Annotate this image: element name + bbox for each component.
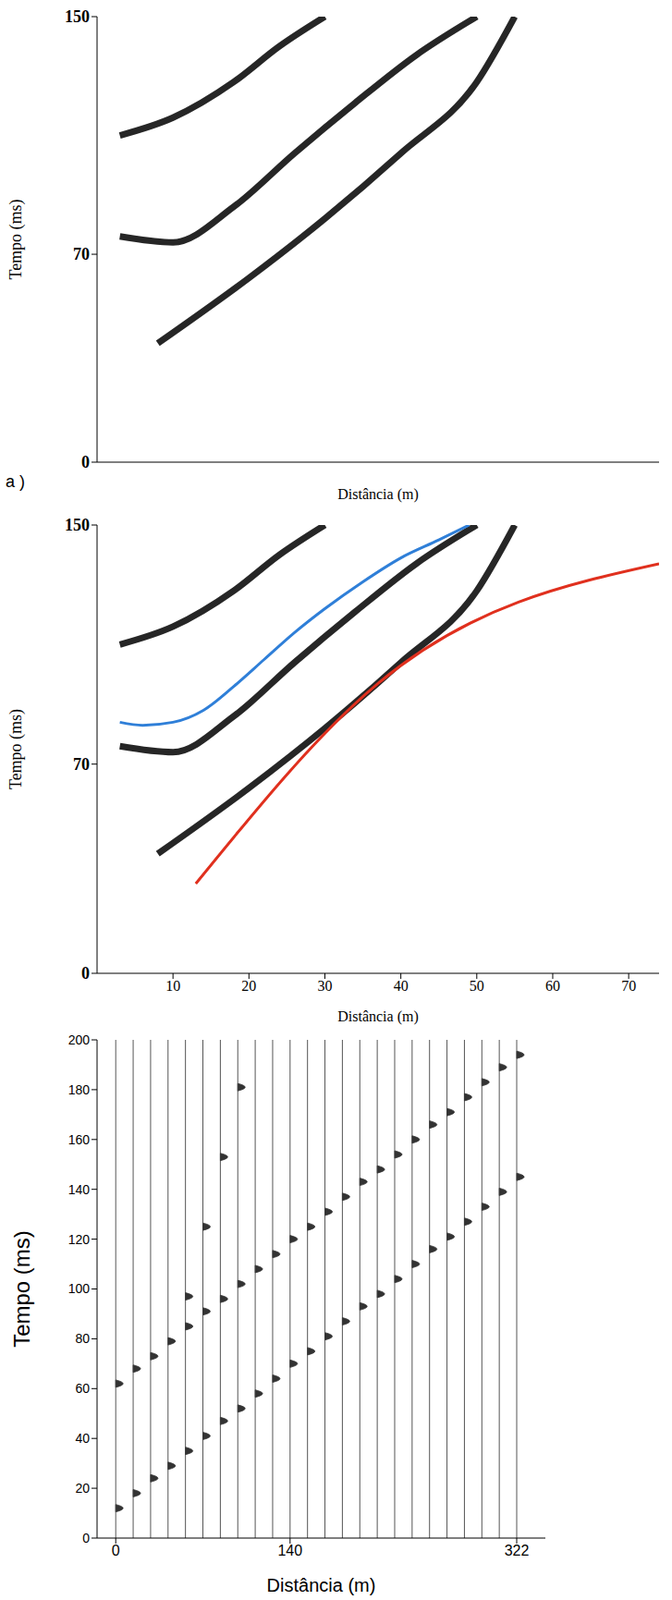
svg-text:60: 60 <box>545 977 561 994</box>
svg-text:0: 0 <box>81 452 90 472</box>
svg-text:70: 70 <box>621 977 636 994</box>
svg-text:Distância (m): Distância (m) <box>337 486 419 503</box>
svg-text:180: 180 <box>68 1082 91 1098</box>
svg-text:20: 20 <box>241 977 257 994</box>
svg-text:100: 100 <box>68 1281 91 1296</box>
svg-text:40: 40 <box>393 977 409 994</box>
svg-text:40: 40 <box>74 1430 90 1446</box>
svg-text:Tempo (ms): Tempo (ms) <box>6 708 26 790</box>
svg-text:140: 140 <box>277 1542 303 1559</box>
svg-text:70: 70 <box>73 244 90 264</box>
svg-text:Tempo (ms): Tempo (ms) <box>9 1230 35 1348</box>
svg-text:150: 150 <box>64 515 90 535</box>
svg-text:30: 30 <box>317 977 332 994</box>
svg-text:80: 80 <box>74 1331 90 1346</box>
svg-text:50: 50 <box>469 977 485 994</box>
svg-text:Tempo (ms): Tempo (ms) <box>6 198 26 280</box>
svg-text:120: 120 <box>68 1232 91 1247</box>
svg-text:322: 322 <box>504 1542 530 1559</box>
html-text:a ): a ) <box>5 472 25 491</box>
svg-text:Distância (m): Distância (m) <box>337 1008 419 1026</box>
svg-text:0: 0 <box>81 964 90 983</box>
svg-text:140: 140 <box>68 1182 91 1198</box>
svg-text:60: 60 <box>74 1380 90 1396</box>
svg-text:0: 0 <box>111 1542 121 1559</box>
svg-text:150: 150 <box>64 7 90 26</box>
svg-text:200: 200 <box>68 1032 91 1048</box>
svg-text:160: 160 <box>68 1132 91 1148</box>
svg-text:20: 20 <box>74 1480 90 1496</box>
svg-text:10: 10 <box>165 977 181 994</box>
svg-text:Distância (m): Distância (m) <box>267 1575 377 1596</box>
svg-text:0: 0 <box>82 1530 90 1546</box>
svg-text:70: 70 <box>73 755 90 774</box>
